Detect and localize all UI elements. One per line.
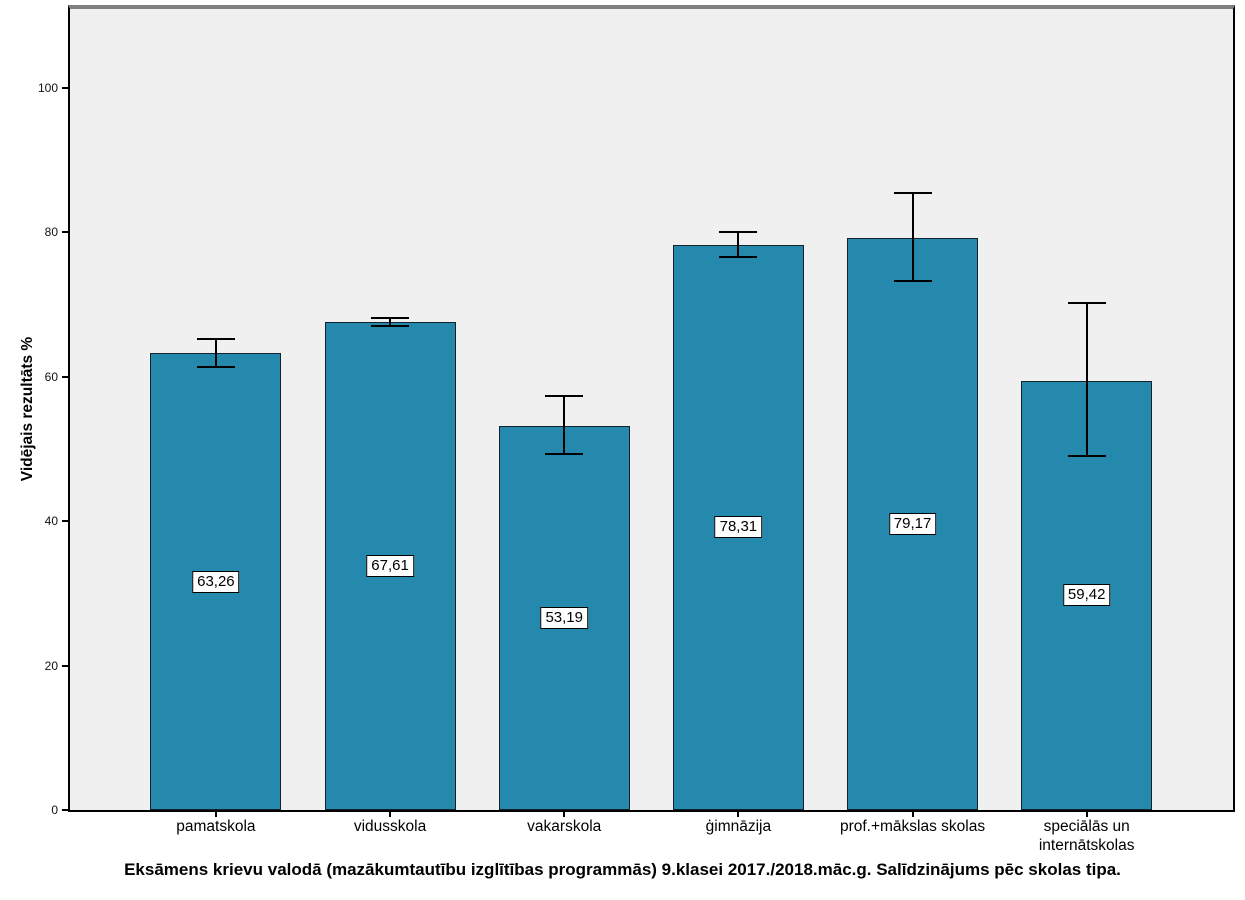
x-axis-tick: [214, 812, 217, 817]
category-label: speciālās un internātskolas: [1038, 818, 1135, 854]
value-label: 67,61: [366, 554, 414, 577]
category-label: ģimnāzija: [705, 818, 772, 835]
category-label: vidusskola: [353, 818, 427, 835]
error-bar-cap-lower: [893, 280, 932, 283]
x-axis-tick: [389, 812, 392, 817]
category-label: pamatskola: [176, 818, 256, 835]
y-axis-tick: [62, 809, 70, 811]
error-bar-cap-lower: [545, 453, 584, 456]
error-bar-cap-lower: [1067, 455, 1106, 458]
y-tick-label: 20: [44, 658, 58, 673]
y-tick-label: 80: [44, 225, 58, 240]
y-axis-tick: [62, 664, 70, 667]
category-label: vakarskola: [527, 818, 602, 835]
y-axis-tick: [62, 520, 70, 523]
y-axis-title: Vidējais rezultāts %: [19, 336, 36, 482]
error-bar-cap-lower: [719, 255, 758, 258]
error-bar-line: [1085, 303, 1088, 457]
chart-title: Eksāmens krievu valodā (mazākumtautību i…: [124, 860, 1121, 879]
y-tick-label: 40: [44, 514, 58, 529]
error-bar-cap-upper: [545, 394, 584, 397]
error-bar-cap-upper: [893, 192, 932, 195]
error-bar-cap-upper: [371, 316, 410, 319]
x-axis-tick: [911, 812, 914, 817]
y-tick-label: 0: [51, 803, 58, 817]
x-axis-tick: [1085, 812, 1088, 817]
y-axis-tick: [62, 87, 70, 89]
error-bar-cap-upper: [1067, 302, 1106, 305]
value-label: 63,26: [192, 570, 240, 593]
error-bar-cap-upper: [719, 231, 758, 234]
x-axis-tick: [737, 812, 740, 817]
error-bar-cap-lower: [196, 366, 235, 369]
value-label: 53,19: [540, 606, 588, 629]
error-bar-line: [389, 317, 392, 326]
error-bar-line: [911, 193, 914, 282]
value-label: 79,17: [888, 513, 937, 536]
value-label: 59,42: [1062, 584, 1111, 607]
y-axis-tick: [62, 231, 70, 234]
value-label: 78,31: [714, 516, 763, 539]
category-label: prof.+mākslas skolas: [839, 818, 986, 835]
error-bar-cap-lower: [371, 324, 410, 327]
y-axis-tick: [62, 375, 70, 378]
error-bar-line: [737, 232, 740, 257]
error-bar-line: [563, 395, 566, 455]
y-tick-label: 60: [44, 369, 58, 384]
error-bar-cap-upper: [196, 337, 235, 340]
x-axis-tick: [563, 812, 566, 817]
y-tick-label: 100: [37, 81, 58, 95]
error-bar-line: [214, 338, 217, 368]
